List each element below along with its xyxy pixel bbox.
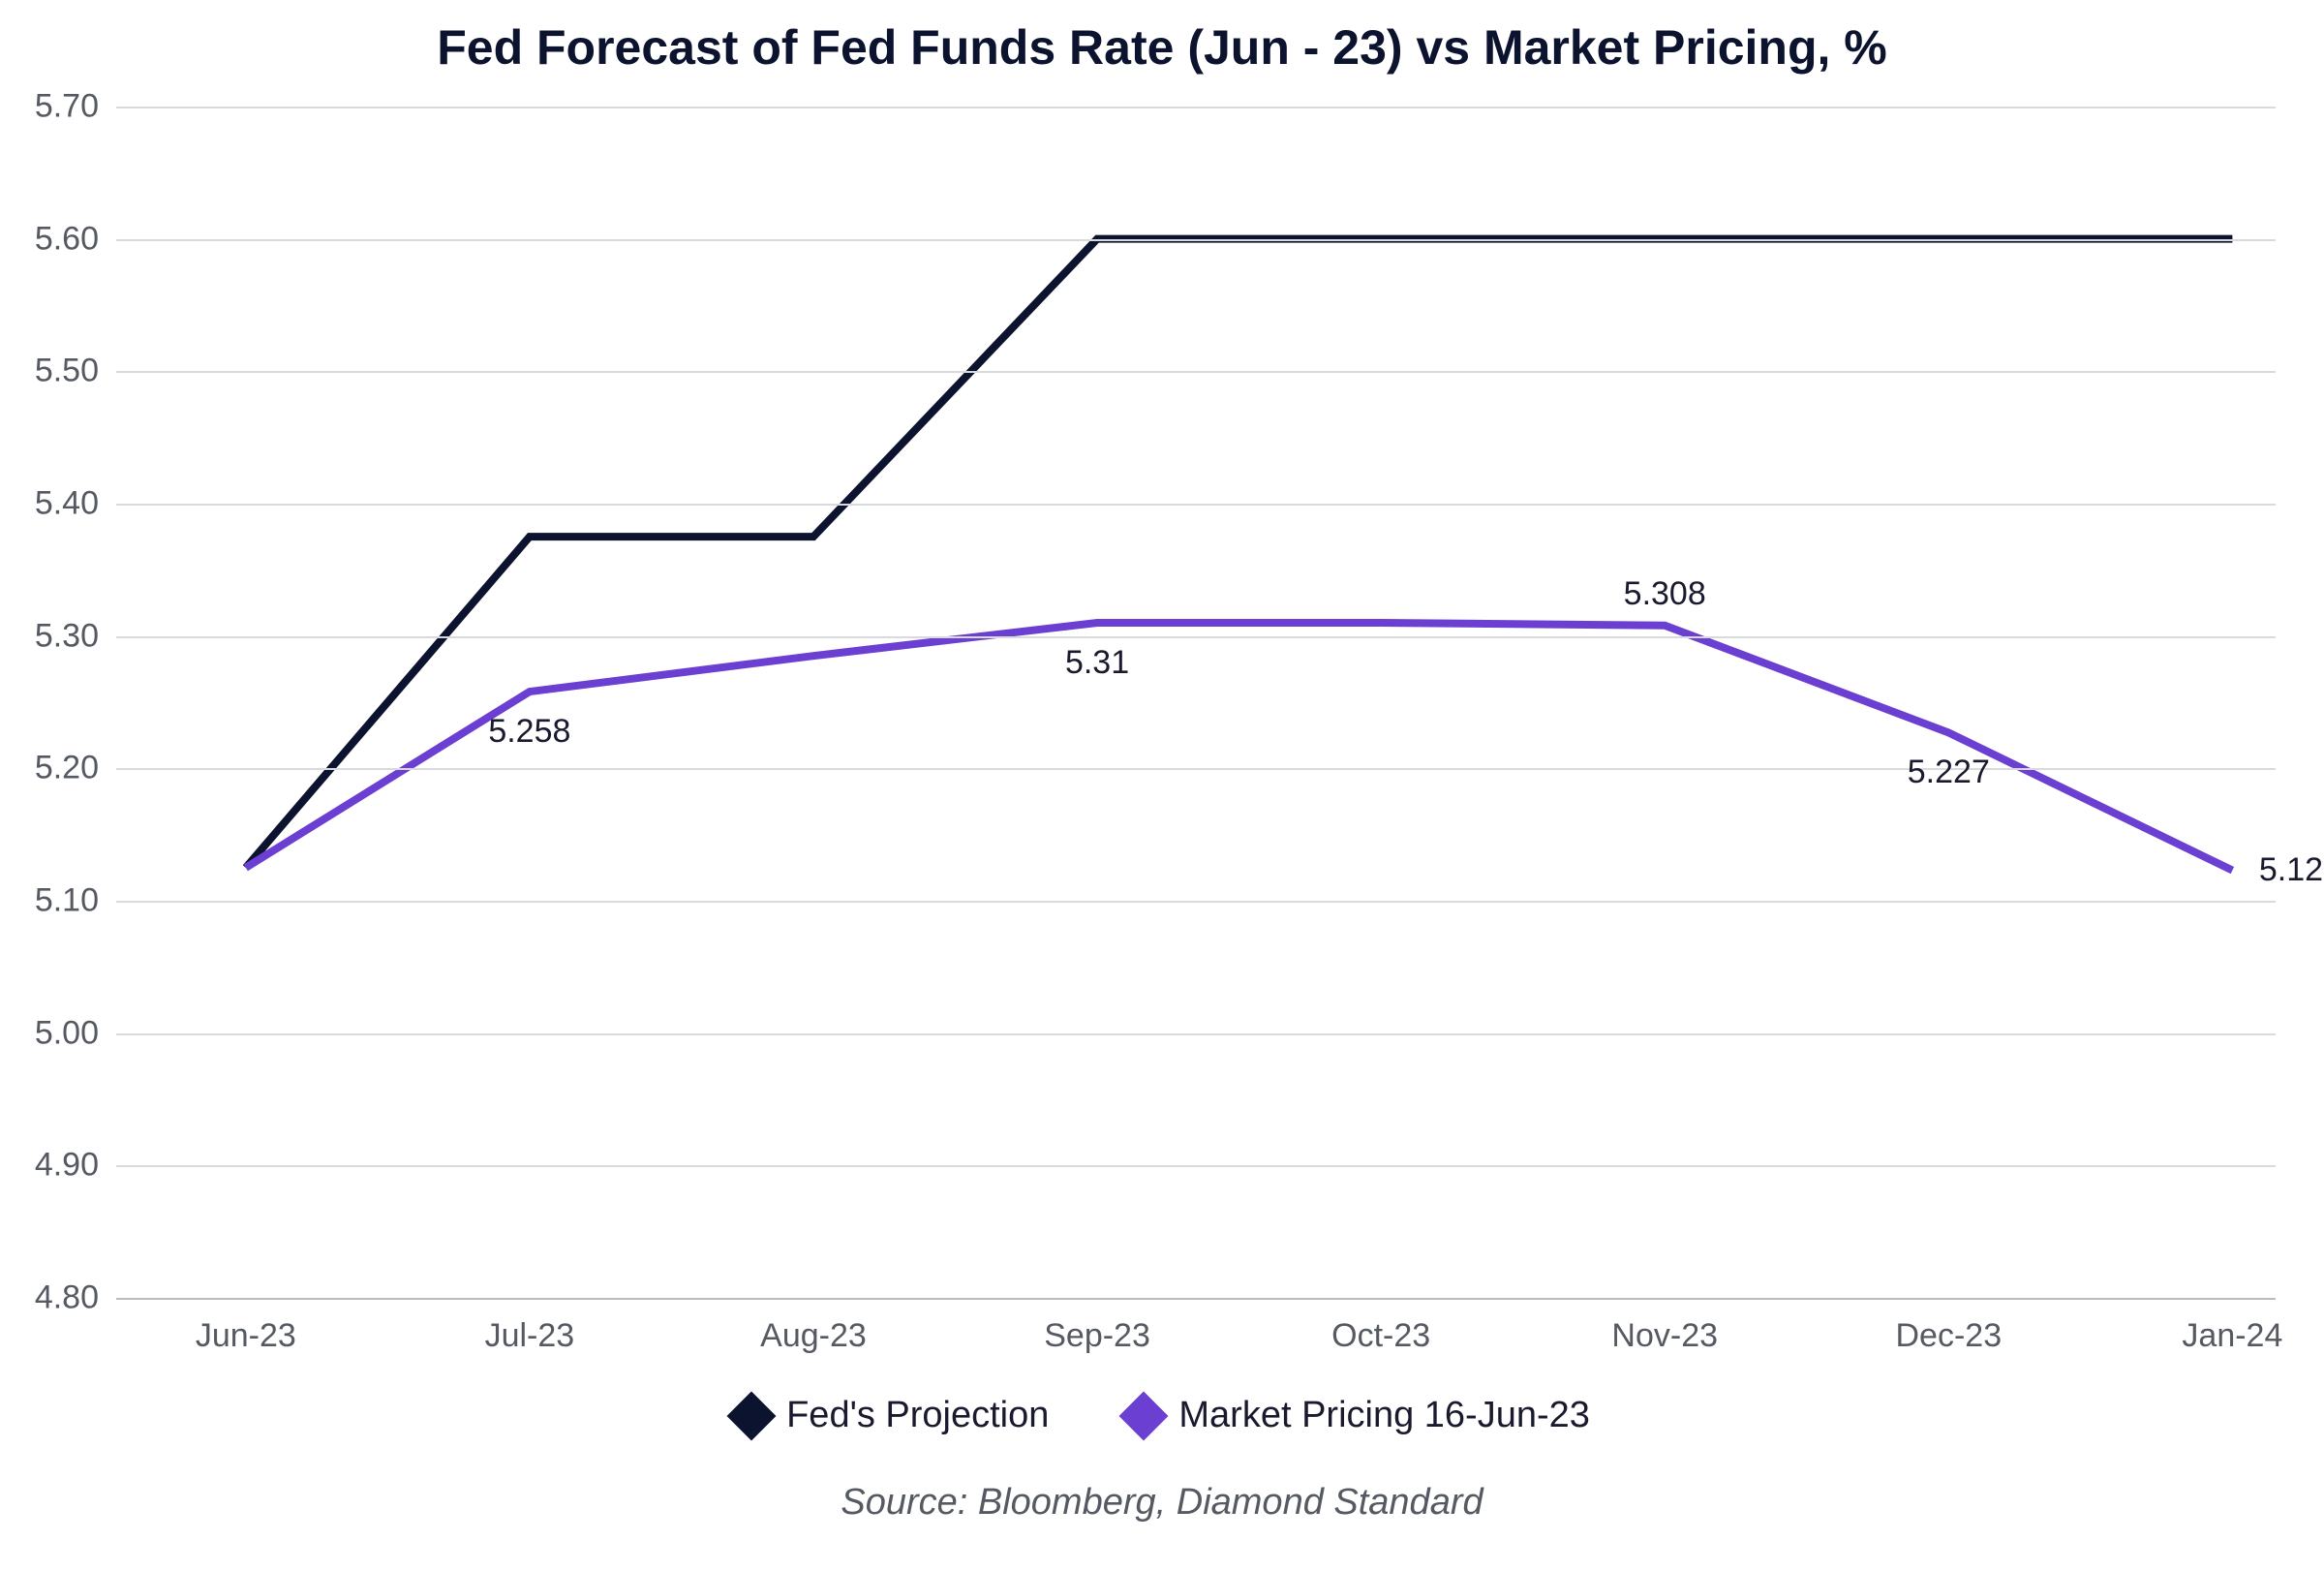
data-label: 5.31 (1065, 644, 1129, 682)
y-tick-label: 4.80 (35, 1279, 116, 1317)
legend-marker-icon (1119, 1391, 1169, 1440)
y-tick-label: 5.60 (35, 220, 116, 258)
x-tick-label: Oct-23 (1331, 1298, 1430, 1355)
legend-label: Market Pricing 16-Jun-23 (1178, 1395, 1590, 1436)
data-label: 5.227 (1908, 754, 1990, 791)
y-tick-label: 5.00 (35, 1014, 116, 1052)
chart-title: Fed Forecast of Fed Funds Rate (Jun - 23… (0, 19, 2324, 76)
gridline (116, 371, 2276, 373)
chart-container: Fed Forecast of Fed Funds Rate (Jun - 23… (0, 0, 2324, 1571)
gridline (116, 1165, 2276, 1167)
legend-marker-icon (727, 1391, 777, 1440)
gridline (116, 636, 2276, 638)
legend-label: Fed's Projection (786, 1395, 1049, 1436)
gridline (116, 239, 2276, 241)
y-tick-label: 4.90 (35, 1147, 116, 1185)
legend: Fed's Projection Market Pricing 16-Jun-23 (0, 1395, 2324, 1436)
data-label: 5.258 (488, 713, 570, 751)
chart-lines (116, 107, 2276, 1298)
x-tick-label: Jul-23 (485, 1298, 575, 1355)
gridline (116, 1033, 2276, 1035)
y-tick-label: 5.40 (35, 485, 116, 523)
x-tick-label: Jun-23 (196, 1298, 296, 1355)
y-tick-label: 5.20 (35, 750, 116, 787)
x-tick-label: Dec-23 (1896, 1298, 2003, 1355)
source-caption: Source: Bloomberg, Diamond Standard (0, 1482, 2324, 1524)
data-label: 5.308 (1624, 575, 1706, 613)
gridline (116, 504, 2276, 506)
x-tick-label: Sep-23 (1044, 1298, 1150, 1355)
gridline (116, 901, 2276, 903)
data-label: 5.123 (2259, 851, 2324, 889)
gridline (116, 107, 2276, 108)
y-tick-label: 5.70 (35, 88, 116, 126)
y-tick-label: 5.30 (35, 617, 116, 655)
legend-item-fed: Fed's Projection (734, 1395, 1049, 1436)
x-tick-label: Jan-24 (2182, 1298, 2282, 1355)
legend-item-market: Market Pricing 16-Jun-23 (1126, 1395, 1590, 1436)
x-tick-label: Aug-23 (760, 1298, 867, 1355)
plot-area: 4.804.905.005.105.205.305.405.505.605.70… (116, 107, 2276, 1298)
x-tick-label: Nov-23 (1611, 1298, 1718, 1355)
y-tick-label: 5.50 (35, 353, 116, 390)
y-tick-label: 5.10 (35, 882, 116, 920)
